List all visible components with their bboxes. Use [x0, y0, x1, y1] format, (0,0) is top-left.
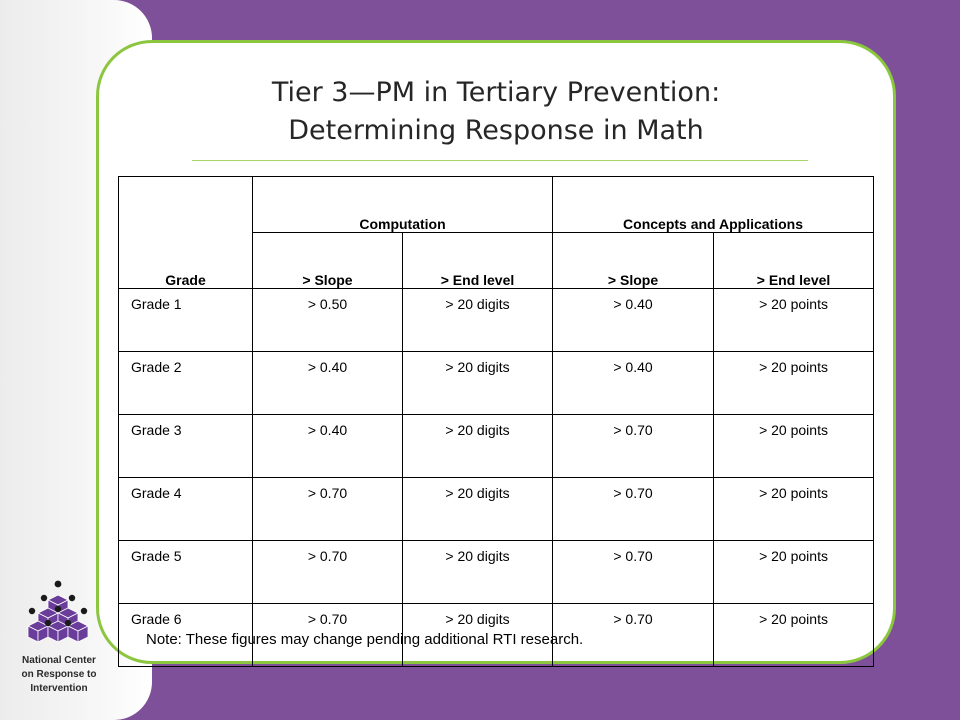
concepts-end-level-cell: > 20 points	[713, 288, 875, 352]
grade-cell: Grade 3	[118, 414, 253, 478]
table-row: Grade 6 > 0.70 > 20 digits > 0.70 > 20 p…	[118, 603, 875, 667]
computation-group-header: Computation	[251, 176, 554, 233]
org-line-3: Intervention	[30, 683, 88, 694]
grade-cell: Grade 2	[118, 351, 253, 415]
computation-slope-cell: > 0.70	[252, 540, 403, 604]
concepts-slope-cell: > 0.70	[552, 603, 715, 667]
grade-cell: Grade 1	[118, 288, 253, 352]
concepts-slope-cell: > 0.70	[552, 540, 715, 604]
computation-end-level-cell: > 20 digits	[401, 351, 554, 415]
concepts-slope-cell: > 0.40	[552, 351, 715, 415]
computation-slope-cell: > 0.70	[252, 477, 403, 541]
table-row: Grade 5 > 0.70 > 20 digits > 0.70 > 20 p…	[118, 540, 875, 604]
computation-end-level-cell: > 20 digits	[401, 414, 554, 478]
concepts-end-level-cell: > 20 points	[713, 603, 875, 667]
organization-name: National Center on Response to Intervent…	[4, 654, 114, 696]
org-line-1: National Center	[22, 655, 96, 666]
computation-slope-header: > Slope	[252, 232, 403, 289]
grade-cell: Grade 4	[118, 477, 253, 541]
concepts-slope-cell: > 0.70	[552, 477, 715, 541]
grade-column-header: Grade	[118, 176, 253, 289]
math-response-table: Grade Computation Concepts and Applicati…	[118, 176, 875, 667]
concepts-slope-cell: > 0.40	[552, 288, 715, 352]
computation-end-level-cell: > 20 digits	[401, 477, 554, 541]
grade-cell: Grade 5	[118, 540, 253, 604]
concepts-end-level-cell: > 20 points	[713, 477, 875, 541]
slide-title-line-1: Tier 3—PM in Tertiary Prevention:	[271, 77, 721, 108]
concepts-end-level-header: > End level	[713, 232, 875, 289]
stacked-cubes-logo-icon	[27, 580, 89, 643]
table-row: Grade 1 > 0.50 > 20 digits > 0.40 > 20 p…	[118, 288, 875, 352]
computation-slope-cell: > 0.70	[252, 603, 403, 667]
table-header-row: Grade Computation Concepts and Applicati…	[118, 176, 875, 289]
concepts-slope-header: > Slope	[552, 232, 715, 289]
concepts-end-level-cell: > 20 points	[713, 414, 875, 478]
footnote: Note: These figures may change pending a…	[146, 631, 584, 648]
table-row: Grade 4 > 0.70 > 20 digits > 0.70 > 20 p…	[118, 477, 875, 541]
concepts-end-level-cell: > 20 points	[713, 351, 875, 415]
grade-cell: Grade 6	[118, 603, 253, 667]
table-row: Grade 2 > 0.40 > 20 digits > 0.40 > 20 p…	[118, 351, 875, 415]
org-line-2: on Response to	[21, 669, 97, 680]
computation-end-level-cell: > 20 digits	[401, 603, 554, 667]
slide-title-line-2: Determining Response in Math	[288, 115, 704, 146]
computation-slope-cell: > 0.40	[252, 414, 403, 478]
computation-slope-cell: > 0.40	[252, 351, 403, 415]
computation-end-level-header: > End level	[401, 232, 554, 289]
table-subheader-row: > Slope > End level > Slope > End level	[119, 232, 875, 289]
table-row: Grade 3 > 0.40 > 20 digits > 0.70 > 20 p…	[118, 414, 875, 478]
concepts-group-header: Concepts and Applications	[552, 176, 875, 233]
concepts-slope-cell: > 0.70	[552, 414, 715, 478]
computation-end-level-cell: > 20 digits	[401, 540, 554, 604]
concepts-end-level-cell: > 20 points	[713, 540, 875, 604]
title-divider	[192, 160, 808, 161]
slide-title: Tier 3—PM in Tertiary Prevention: Determ…	[96, 74, 896, 150]
computation-end-level-cell: > 20 digits	[401, 288, 554, 352]
computation-slope-cell: > 0.50	[252, 288, 403, 352]
